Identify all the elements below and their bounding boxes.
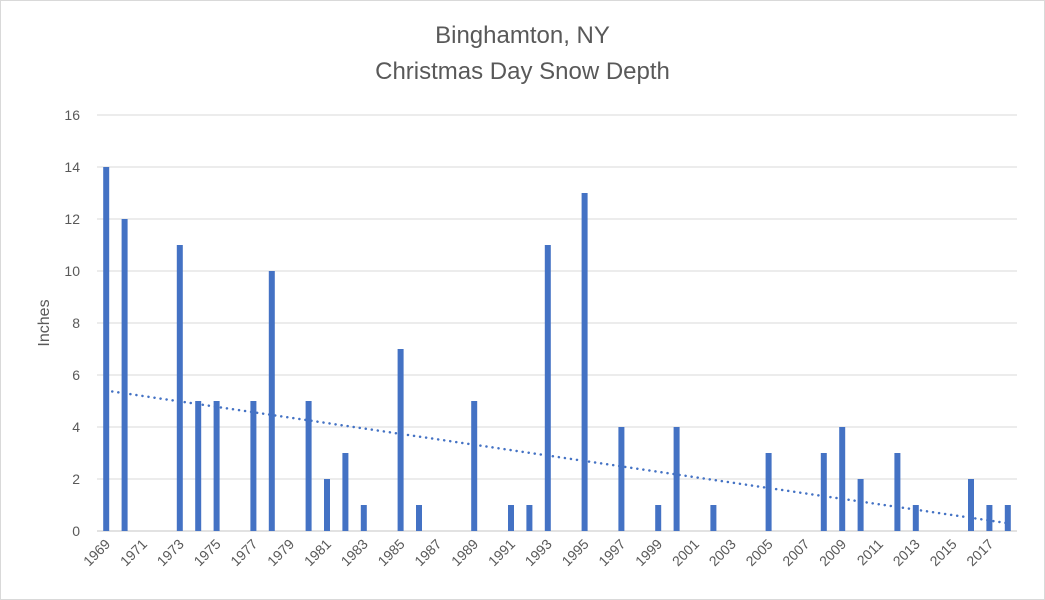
x-tick-label: 1991: [485, 536, 518, 569]
x-tick-label: 2005: [742, 536, 775, 569]
bar-1985: [397, 349, 404, 531]
bar-1995: [581, 193, 588, 531]
x-tick-label: 1977: [227, 536, 260, 569]
x-tick-label: 2007: [779, 536, 812, 569]
bar-1970: [121, 219, 128, 531]
y-tick-label: 8: [72, 315, 80, 331]
x-tick-label: 1969: [80, 536, 113, 569]
chart-title: Binghamton, NY: [435, 22, 610, 49]
x-tick-label: 1987: [411, 536, 444, 569]
bar-2009: [839, 427, 846, 531]
y-tick-label: 4: [72, 419, 80, 435]
bar-2000: [673, 427, 680, 531]
x-tick-label: 1981: [301, 536, 334, 569]
y-axis-label: Inches: [36, 299, 53, 346]
x-tick-label: 1989: [448, 536, 481, 569]
bar-2002: [710, 505, 717, 531]
bar-2017: [986, 505, 993, 531]
y-tick-label: 14: [64, 159, 80, 175]
x-tick-label: 1995: [558, 536, 591, 569]
bar-1993: [544, 245, 551, 531]
bar-1981: [324, 479, 330, 531]
x-tick-label: 1999: [632, 536, 665, 569]
x-tick-label: 2015: [926, 536, 959, 569]
x-tick-label: 1993: [522, 536, 555, 569]
y-tick-label: 0: [72, 523, 80, 539]
bar-2010: [857, 479, 864, 531]
bar-1992: [526, 505, 533, 531]
chart-subtitle: Christmas Day Snow Depth: [375, 58, 670, 85]
bar-1975: [213, 401, 220, 531]
x-tick-label: 2003: [706, 536, 739, 569]
bar-2005: [765, 453, 772, 531]
x-tick-label: 1971: [117, 536, 150, 569]
trendline: [104, 389, 1010, 525]
x-tick-label: 1983: [338, 536, 371, 569]
y-tick-label: 16: [64, 107, 80, 123]
x-tick-label: 1985: [374, 536, 407, 569]
bar-1982: [342, 453, 349, 531]
x-tick-label: 1973: [154, 536, 187, 569]
bar-2012: [894, 453, 901, 531]
bar-2018: [1004, 505, 1011, 531]
y-tick-label: 6: [72, 367, 80, 383]
y-tick-label: 2: [72, 471, 80, 487]
bar-1989: [471, 401, 478, 531]
x-tick-label: 2013: [890, 536, 923, 569]
bar-2008: [820, 453, 827, 531]
bar-1983: [360, 505, 367, 531]
bar-2013: [912, 505, 919, 531]
y-tick-label: 12: [64, 211, 80, 227]
bar-1969: [103, 167, 110, 531]
bar-1980: [305, 401, 312, 531]
bar-1977: [250, 401, 257, 531]
bar-1973: [176, 245, 183, 531]
bar-1999: [655, 505, 662, 531]
x-tick-label: 2001: [669, 536, 702, 569]
x-tick-label: 1997: [595, 536, 628, 569]
x-tick-label: 2009: [816, 536, 849, 569]
bar-2016: [968, 479, 974, 531]
y-tick-label: 10: [64, 263, 80, 279]
x-tick-label: 2011: [854, 536, 887, 569]
bar-1991: [508, 505, 514, 531]
x-tick-label: 2017: [963, 536, 996, 569]
bar-1978: [268, 271, 275, 531]
x-tick-label: 1979: [264, 536, 297, 569]
bar-1974: [195, 401, 202, 531]
bar-1997: [618, 427, 625, 531]
bar-1986: [416, 505, 422, 531]
x-tick-label: 1975: [190, 536, 223, 569]
